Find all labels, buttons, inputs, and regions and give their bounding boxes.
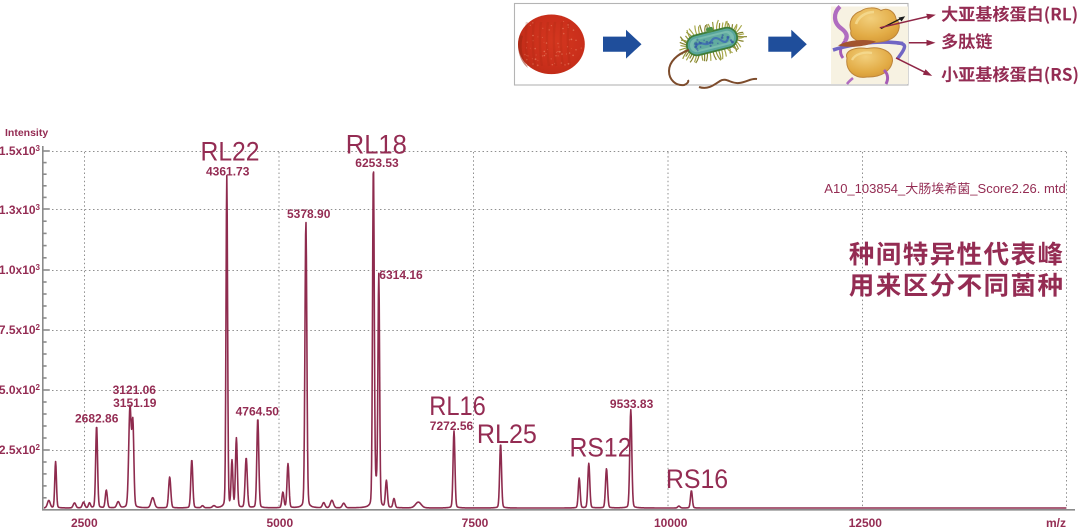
svg-text:RL18: RL18 <box>346 129 407 159</box>
svg-text:RS16: RS16 <box>666 464 728 494</box>
svg-text:2500: 2500 <box>71 516 98 530</box>
svg-text:10000: 10000 <box>654 516 688 530</box>
svg-text:2.5x102: 2.5x102 <box>0 443 41 457</box>
svg-text:4764.50: 4764.50 <box>236 405 280 419</box>
svg-text:2682.86: 2682.86 <box>75 411 119 425</box>
svg-text:5000: 5000 <box>266 516 293 530</box>
svg-text:7.5x102: 7.5x102 <box>0 323 41 337</box>
svg-text:7272.56: 7272.56 <box>430 419 474 433</box>
svg-text:1.5x103: 1.5x103 <box>0 144 41 158</box>
svg-text:3121.06: 3121.06 <box>113 383 157 397</box>
svg-text:6314.16: 6314.16 <box>379 268 423 282</box>
svg-text:6253.53: 6253.53 <box>355 156 399 170</box>
svg-text:RL25: RL25 <box>477 419 537 449</box>
svg-text:A10_103854_: A10_103854_ <box>824 181 906 196</box>
svg-text:RS12: RS12 <box>570 433 632 463</box>
svg-text:4361.73: 4361.73 <box>206 164 250 178</box>
svg-text:m/z: m/z <box>1046 516 1066 530</box>
svg-text:12500: 12500 <box>849 516 883 530</box>
svg-text:RL16: RL16 <box>429 391 486 421</box>
svg-text:1.3x103: 1.3x103 <box>0 203 41 217</box>
svg-text:3151.19: 3151.19 <box>113 396 157 410</box>
svg-text:5378.90: 5378.90 <box>287 207 331 221</box>
svg-text:1.0x103: 1.0x103 <box>0 263 41 277</box>
svg-text:Intensity: Intensity <box>5 127 48 139</box>
svg-text:RL22: RL22 <box>201 137 260 167</box>
svg-text:9533.83: 9533.83 <box>610 397 654 411</box>
svg-text:5.0x102: 5.0x102 <box>0 383 41 397</box>
svg-text:7500: 7500 <box>462 516 489 530</box>
svg-text:_Score2.26. mtd: _Score2.26. mtd <box>969 181 1065 196</box>
